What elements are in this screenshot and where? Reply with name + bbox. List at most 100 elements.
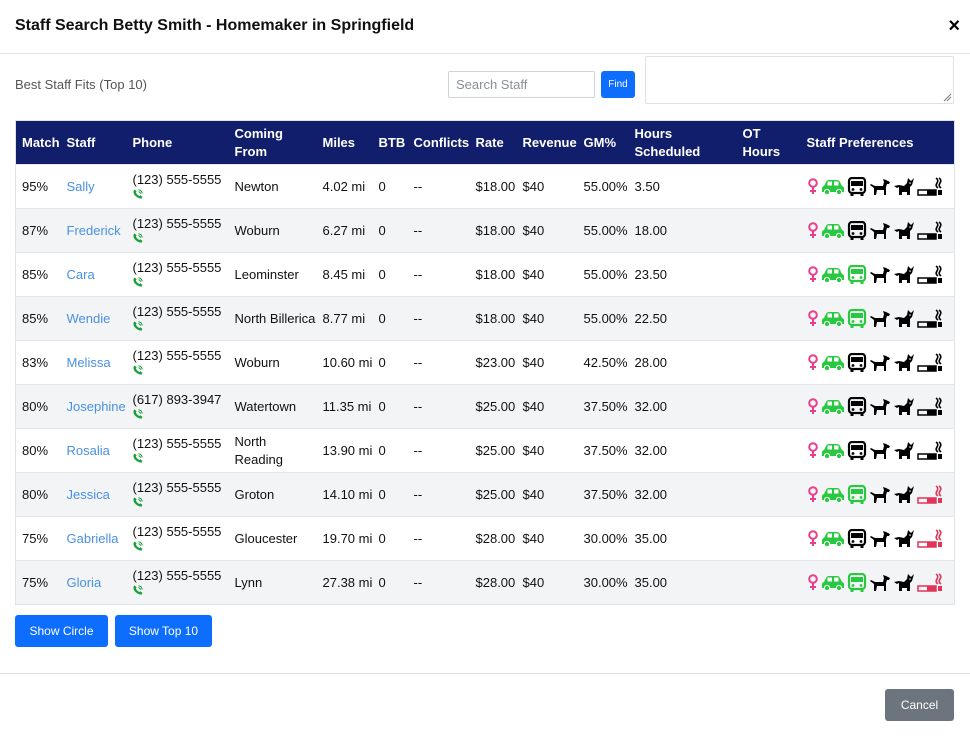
car-icon: [821, 311, 844, 327]
gm-cell: 30.00%: [577, 516, 629, 561]
female-icon: [807, 353, 818, 370]
preference-icons: [807, 264, 955, 285]
table-row[interactable]: 75% Gloria (123) 555-5555 Lynn 27.38 mi 0 -- $2…: [15, 560, 955, 605]
table-row[interactable]: 95% Sally (123) 555-5555 Newton 4.02 mi 0 -- $1…: [15, 164, 955, 209]
car-icon: [821, 399, 844, 415]
hours-scheduled-cell: 23.50: [628, 252, 737, 297]
bus-icon: [847, 220, 866, 240]
close-icon[interactable]: ×: [948, 15, 960, 37]
match-cell: 75%: [15, 560, 61, 605]
phone-icon[interactable]: [132, 321, 143, 331]
notes-textarea[interactable]: [645, 56, 954, 104]
table-row[interactable]: 80% Jessica (123) 555-5555 Groton 14.10 mi 0-…: [15, 472, 955, 517]
col-phone[interactable]: Phone: [126, 120, 229, 165]
col-miles[interactable]: Miles: [316, 120, 373, 165]
smoking-icon: [916, 396, 942, 416]
col-coming-from[interactable]: Coming From: [228, 120, 317, 165]
best-staff-label: Best Staff Fits (Top 10): [15, 77, 147, 92]
table-row[interactable]: 83% Melissa (123) 555-5555 Woburn 10.60 mi 0-…: [15, 340, 955, 385]
col-conflicts[interactable]: Conflicts: [407, 120, 470, 165]
col-staff-preferences: Staff Preferences: [800, 120, 955, 165]
table-row[interactable]: 85% Wendie (123) 555-5555 North Billerica 8.…: [15, 296, 955, 341]
search-staff-input[interactable]: [448, 71, 595, 98]
col-revenue[interactable]: Revenue: [516, 120, 578, 165]
revenue-cell: $40: [516, 560, 578, 605]
miles-cell: 6.27 mi: [316, 208, 373, 253]
staff-name-link[interactable]: Wendie: [66, 310, 111, 326]
ot-hours-cell: [736, 516, 801, 561]
staff-cell: Melissa: [60, 340, 127, 385]
btb-cell: 0: [372, 296, 408, 341]
phone-icon[interactable]: [132, 541, 143, 551]
cancel-button[interactable]: Cancel: [885, 689, 954, 721]
staff-name-link[interactable]: Frederick: [66, 222, 121, 238]
btb-cell: 0: [372, 164, 408, 209]
phone-cell: (123) 555-5555: [126, 560, 229, 605]
phone-icon[interactable]: [132, 409, 143, 419]
phone-number: (123) 555-5555: [132, 436, 222, 451]
staff-name-link[interactable]: Gloria: [66, 574, 102, 590]
staff-cell: Gabriella: [60, 516, 127, 561]
phone-number: (123) 555-5555: [132, 260, 222, 275]
col-btb[interactable]: BTB: [372, 120, 408, 165]
col-staff[interactable]: Staff: [60, 120, 127, 165]
conflicts-cell: --: [407, 164, 470, 209]
staff-name-link[interactable]: Melissa: [66, 354, 111, 370]
table-row[interactable]: 85% Cara (123) 555-5555 Leominster 8.45 mi 0-…: [15, 252, 955, 297]
coming-from-cell: North Billerica: [228, 296, 317, 341]
phone-icon[interactable]: [132, 585, 143, 595]
phone-cell: (123) 555-5555: [126, 252, 229, 297]
cat-icon: [893, 221, 914, 239]
car-icon: [821, 487, 844, 503]
conflicts-cell: --: [407, 252, 470, 297]
ot-hours-cell: [736, 472, 801, 517]
dog-icon: [869, 310, 890, 327]
staff-cell: Wendie: [60, 296, 127, 341]
col-ot-hours[interactable]: OT Hours: [736, 120, 801, 165]
phone-icon[interactable]: [132, 277, 143, 287]
bus-icon: [847, 308, 866, 328]
dog-icon: [869, 574, 890, 591]
col-match[interactable]: Match: [15, 120, 61, 165]
match-cell: 80%: [15, 428, 61, 473]
phone-number: (123) 555-5555: [132, 304, 222, 319]
show-top10-button[interactable]: Show Top 10: [115, 615, 212, 647]
preference-icons: [807, 308, 955, 329]
revenue-cell: $40: [516, 472, 578, 517]
phone-icon[interactable]: [132, 453, 143, 463]
preference-icons: [807, 352, 955, 373]
staff-name-link[interactable]: Rosalia: [66, 442, 110, 458]
col-hours-scheduled[interactable]: Hours Scheduled: [628, 120, 737, 165]
match-cell: 85%: [15, 252, 61, 297]
col-rate[interactable]: Rate: [469, 120, 517, 165]
match-cell: 83%: [15, 340, 61, 385]
staff-name-link[interactable]: Josephine: [66, 398, 126, 414]
staff-name-link[interactable]: Jessica: [66, 486, 110, 502]
staff-name-link[interactable]: Gabriella: [66, 530, 119, 546]
phone-icon[interactable]: [132, 365, 143, 375]
cat-icon: [893, 573, 914, 591]
bus-icon: [847, 440, 866, 460]
phone-icon[interactable]: [132, 233, 143, 243]
phone-icon[interactable]: [132, 497, 143, 507]
conflicts-cell: --: [407, 560, 470, 605]
miles-cell: 11.35 mi: [316, 384, 373, 429]
staff-name-link[interactable]: Cara: [66, 266, 95, 282]
hours-scheduled-cell: 35.00: [628, 516, 737, 561]
staff-cell: Frederick: [60, 208, 127, 253]
cat-icon: [893, 353, 914, 371]
resize-grip-icon[interactable]: [943, 93, 952, 102]
phone-icon[interactable]: [132, 189, 143, 199]
table-row[interactable]: 87% Frederick (123) 555-5555 Woburn 6.27 mi 0…: [15, 208, 955, 253]
table-row[interactable]: 80% Rosalia (123) 555-5555 North Reading 13.…: [15, 428, 955, 473]
table-row[interactable]: 75% Gabriella (123) 555-5555 Gloucester 19.7…: [15, 516, 955, 561]
conflicts-cell: --: [407, 428, 470, 473]
table-row[interactable]: 80% Josephine (617) 893-3947 Watertown 11.35…: [15, 384, 955, 429]
col-gm[interactable]: GM%: [577, 120, 629, 165]
phone-number: (123) 555-5555: [132, 172, 222, 187]
hours-scheduled-cell: 18.00: [628, 208, 737, 253]
staff-name-link[interactable]: Sally: [66, 178, 95, 194]
find-button[interactable]: Find: [601, 71, 635, 98]
show-circle-button[interactable]: Show Circle: [15, 615, 108, 647]
dog-icon: [869, 398, 890, 415]
